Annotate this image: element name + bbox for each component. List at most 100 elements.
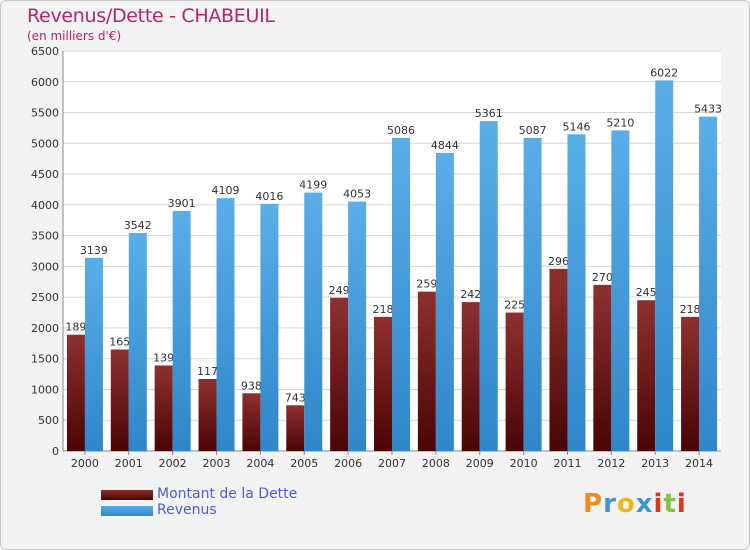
y-tick-label: 5500 bbox=[31, 107, 59, 120]
x-tick-label: 2014 bbox=[685, 457, 713, 470]
x-tick-label: 2013 bbox=[641, 457, 669, 470]
bar-revenus bbox=[479, 121, 498, 451]
proxiti-logo: Proxiti bbox=[583, 489, 687, 519]
data-label-revenus: 4053 bbox=[343, 188, 371, 201]
bar-dette bbox=[198, 379, 217, 451]
chart-title: Revenus/Dette - CHABEUIL bbox=[27, 5, 275, 27]
data-label-dette: 218 bbox=[680, 303, 701, 316]
y-tick-label: 2500 bbox=[31, 291, 59, 304]
bar-revenus bbox=[216, 198, 235, 451]
data-label-dette: 938 bbox=[241, 379, 262, 392]
data-label-dette: 218 bbox=[373, 303, 394, 316]
bar-revenus bbox=[567, 134, 586, 452]
data-label-revenus: 5210 bbox=[606, 116, 634, 129]
x-tick-label: 2009 bbox=[466, 457, 494, 470]
x-tick-label: 2001 bbox=[115, 457, 143, 470]
y-tick-label: 1500 bbox=[31, 353, 59, 366]
logo-letter: P bbox=[583, 489, 604, 519]
data-label-dette: 225 bbox=[504, 299, 525, 312]
y-tick-label: 4000 bbox=[31, 199, 59, 212]
data-label-revenus: 4199 bbox=[299, 179, 327, 192]
bar-dette bbox=[593, 284, 612, 451]
logo-letter: o bbox=[616, 489, 636, 519]
data-label-revenus: 5361 bbox=[475, 107, 503, 120]
data-label-revenus: 5086 bbox=[387, 124, 415, 137]
bar-revenus bbox=[392, 138, 410, 451]
y-tick-label: 500 bbox=[38, 414, 59, 427]
y-tick-label: 6000 bbox=[31, 76, 59, 89]
data-label-dette: 189 bbox=[65, 321, 86, 334]
x-tick-label: 2006 bbox=[334, 457, 362, 470]
y-tick-label: 6500 bbox=[31, 45, 59, 58]
data-label-dette: 165 bbox=[109, 335, 130, 348]
data-label-revenus: 4109 bbox=[212, 184, 240, 197]
y-tick-label: 4500 bbox=[31, 168, 59, 181]
legend-label-revenus: Revenus bbox=[157, 502, 217, 518]
data-label-dette: 245 bbox=[636, 286, 657, 299]
x-tick-label: 2005 bbox=[290, 457, 318, 470]
x-tick-label: 2003 bbox=[203, 457, 231, 470]
bar-revenus bbox=[260, 203, 279, 451]
bar-dette bbox=[330, 297, 349, 451]
bar-dette bbox=[505, 312, 524, 451]
bar-revenus bbox=[699, 116, 718, 452]
data-label-dette: 743 bbox=[285, 391, 306, 404]
logo-letter: i bbox=[653, 489, 664, 519]
legend-swatch-dette bbox=[101, 490, 153, 500]
data-label-dette: 259 bbox=[416, 278, 437, 291]
y-tick-label: 3000 bbox=[31, 260, 59, 273]
logo-letter: x bbox=[635, 489, 654, 519]
bar-revenus bbox=[172, 210, 191, 451]
data-label-revenus: 3542 bbox=[124, 219, 152, 232]
data-label-revenus: 5433 bbox=[694, 103, 722, 116]
bar-revenus bbox=[523, 137, 542, 451]
bar-dette bbox=[242, 393, 261, 451]
bar-dette bbox=[637, 300, 656, 451]
bar-dette bbox=[286, 405, 305, 451]
logo-letter: i bbox=[676, 489, 687, 519]
bar-dette bbox=[374, 316, 392, 451]
logo-letter: r bbox=[603, 489, 617, 519]
bar-revenus bbox=[304, 192, 323, 451]
data-label-dette: 117 bbox=[197, 365, 218, 378]
data-label-dette: 270 bbox=[592, 271, 613, 284]
data-label-dette: 242 bbox=[460, 288, 481, 301]
y-tick-label: 2000 bbox=[31, 322, 59, 335]
x-tick-label: 2007 bbox=[378, 457, 406, 470]
bar-revenus bbox=[655, 80, 674, 452]
bar-dette bbox=[110, 349, 129, 451]
y-tick-label: 5000 bbox=[31, 137, 59, 150]
y-tick-label: 1000 bbox=[31, 383, 59, 396]
logo-letter: t bbox=[663, 489, 677, 519]
y-tick-label: 0 bbox=[52, 445, 59, 458]
legend-swatch-revenus bbox=[101, 506, 153, 516]
data-label-revenus: 5146 bbox=[562, 120, 590, 133]
x-tick-label: 2012 bbox=[597, 457, 625, 470]
data-label-revenus: 3139 bbox=[80, 244, 108, 257]
bar-dette bbox=[66, 334, 85, 451]
bar-dette bbox=[461, 302, 480, 451]
data-label-revenus: 3901 bbox=[168, 197, 196, 210]
x-tick-label: 2011 bbox=[553, 457, 581, 470]
bar-revenus bbox=[611, 130, 630, 451]
x-tick-label: 2000 bbox=[71, 457, 99, 470]
legend-label-dette: Montant de la Dette bbox=[157, 486, 298, 502]
y-tick-label: 3500 bbox=[31, 230, 59, 243]
data-label-dette: 296 bbox=[548, 255, 569, 268]
x-tick-label: 2010 bbox=[510, 457, 538, 470]
bar-revenus bbox=[84, 257, 103, 451]
bar-dette bbox=[417, 291, 436, 451]
bar-revenus bbox=[435, 152, 454, 451]
bar-revenus bbox=[128, 233, 147, 451]
x-tick-label: 2004 bbox=[246, 457, 274, 470]
bar-dette bbox=[549, 268, 568, 451]
bar-dette bbox=[681, 316, 700, 451]
data-label-revenus: 6022 bbox=[650, 66, 678, 79]
data-label-revenus: 5087 bbox=[519, 124, 547, 137]
data-label-revenus: 4016 bbox=[255, 190, 283, 203]
data-label-dette: 139 bbox=[153, 351, 174, 364]
x-tick-label: 2008 bbox=[422, 457, 450, 470]
data-label-revenus: 4844 bbox=[431, 139, 459, 152]
